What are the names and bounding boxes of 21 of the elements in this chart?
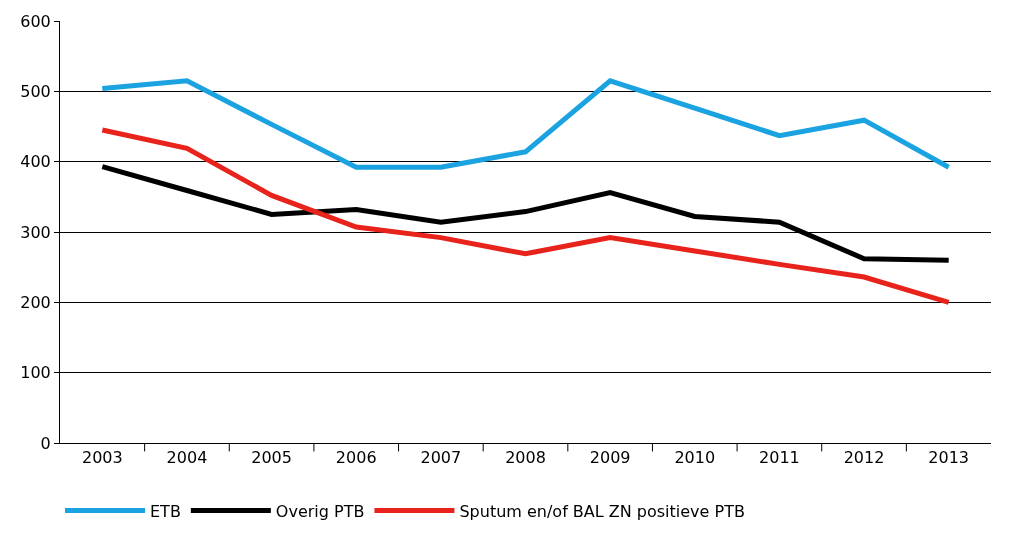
legend-label: Overig PTB (275, 501, 365, 521)
x-tick-label: 2007 (420, 448, 462, 468)
y-tick-label: 100 (20, 363, 51, 383)
y-tick-label: 200 (20, 292, 51, 312)
x-tick-label: 2006 (335, 448, 377, 468)
x-tick-label: 2005 (251, 448, 292, 468)
y-tick-label: 0 (40, 433, 51, 453)
x-tick-label: 2011 (759, 448, 800, 468)
x-tick-label: 2009 (589, 448, 631, 468)
y-tick-label: 500 (20, 81, 51, 101)
legend-label: Sputum en/of BAL ZN positieve PTB (459, 501, 745, 521)
x-tick-label: 2004 (166, 448, 208, 468)
x-tick-label: 2008 (505, 448, 546, 468)
x-tick-label: 2003 (81, 448, 123, 468)
y-tick-label: 400 (20, 152, 51, 172)
x-tick-label: 2010 (674, 448, 716, 468)
legend-label: ETB (150, 501, 181, 521)
x-tick-label: 2012 (843, 448, 885, 468)
y-tick-label: 600 (20, 11, 51, 31)
x-tick-label: 2013 (928, 448, 970, 468)
y-tick-label: 300 (20, 222, 51, 242)
